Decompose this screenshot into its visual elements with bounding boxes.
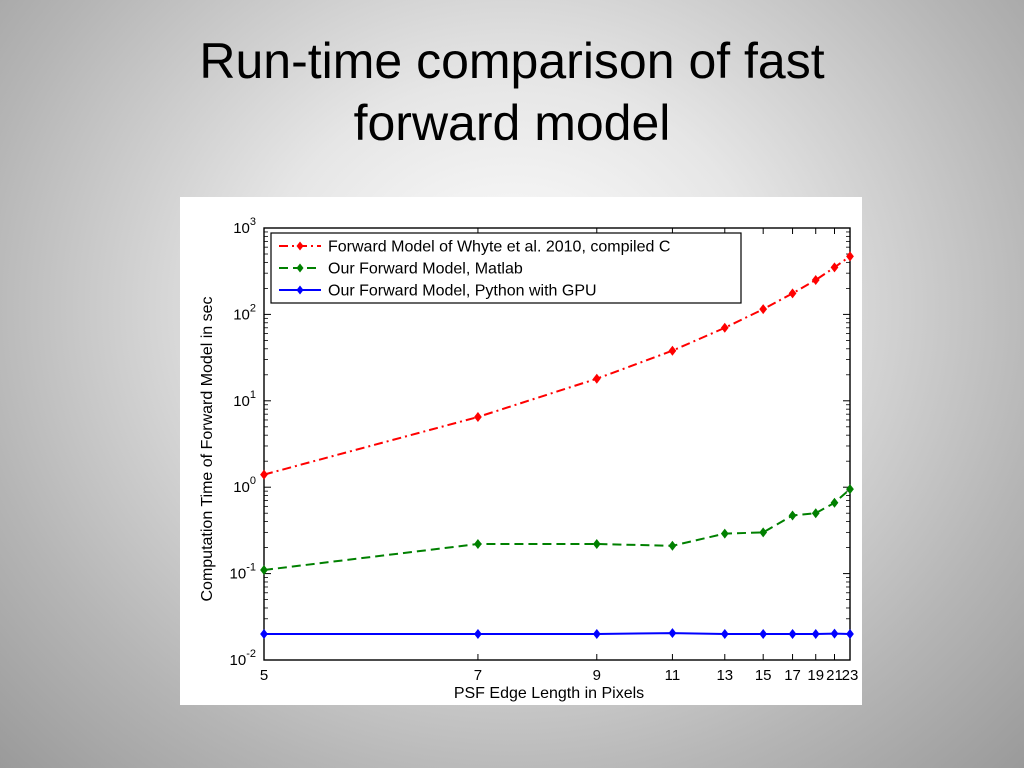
legend-label-0: Forward Model of Whyte et al. 2010, comp… [328,239,670,256]
y-tick-exponent: 3 [250,216,256,228]
x-tick-label: 5 [260,667,268,684]
data-point-series-2 [846,629,854,639]
y-tick-exponent: -1 [246,562,256,574]
legend-marker-1 [296,263,304,273]
data-point-series-0 [720,322,729,333]
x-tick-label: 13 [716,667,733,684]
data-point-series-1 [788,510,797,521]
series-line-1 [263,488,851,571]
legend-label-2: Our Forward Model, Python with GPU [328,283,597,300]
y-tick-base: 10 [230,566,247,583]
data-point-series-0 [759,304,768,315]
x-axis-label: PSF Edge Length in Pixels [454,685,644,702]
data-point-series-2 [811,629,820,639]
legend-label-1: Our Forward Model, Matlab [328,261,523,278]
data-point-series-1 [592,539,601,550]
data-point-series-0 [260,469,268,480]
y-tick-base: 10 [233,306,250,323]
y-tick-label: 100 [233,475,256,496]
slide-title-line-1: Run-time comparison of fast [199,33,825,89]
y-tick-label: 103 [233,216,256,237]
series-line-2 [264,632,851,635]
legend-box [270,232,742,304]
x-tick-label: 15 [755,667,772,684]
data-point-series-2 [592,629,601,639]
x-tick-label: 21 [826,667,843,684]
data-point-series-0 [846,251,854,262]
data-point-series-2 [830,628,839,639]
y-tick-exponent: -2 [246,648,256,660]
x-tick-label: 23 [842,667,859,684]
slide-title-line-2: forward model [353,95,671,151]
y-tick-label: 101 [233,389,256,410]
x-tick-label: 11 [665,667,681,684]
data-point-series-0 [830,262,839,273]
data-point-series-2 [474,629,482,639]
data-point-series-2 [759,629,768,639]
data-point-series-2 [788,629,797,639]
data-point-series-0 [811,275,820,286]
x-tick-label: 7 [474,667,482,684]
data-point-series-1 [811,508,820,519]
data-point-series-2 [260,629,268,639]
data-point-series-0 [474,411,482,422]
data-point-series-0 [592,373,601,384]
data-point-series-0 [668,345,677,356]
chart-panel: 5 7 9 11 13 15 17 19 21 23 10-2 10-1 100 101 102 103 Fo… [180,197,862,705]
y-tick-base: 10 [233,220,250,237]
y-tick-exponent: 0 [250,475,256,487]
y-tick-label: 10-1 [230,562,256,583]
plot-area-frame [263,227,851,661]
y-tick-exponent: 2 [250,302,256,314]
y-tick-label: 10-2 [230,648,256,669]
y-axis-label: Computation Time of Forward Model in sec [199,296,216,601]
y-tick-label: 102 [233,302,256,323]
data-point-series-1 [474,539,482,550]
x-tick-label: 17 [784,667,801,684]
legend-marker-2 [296,285,304,295]
data-point-series-1 [260,565,268,576]
y-tick-exponent: 1 [250,389,256,401]
data-point-series-1 [668,540,677,551]
data-point-series-1 [846,484,854,495]
data-point-series-1 [759,527,768,538]
y-tick-base: 10 [233,479,250,496]
data-point-series-2 [720,629,729,639]
slide-title: Run-time comparison of fast forward mode… [0,30,1024,154]
y-tick-base: 10 [230,652,247,669]
data-point-series-1 [720,528,729,539]
data-point-series-0 [788,288,797,299]
x-tick-label: 19 [807,667,824,684]
legend-marker-0 [296,241,304,251]
x-tick-label: 9 [593,667,601,684]
data-point-series-1 [830,497,839,508]
y-tick-base: 10 [233,393,250,410]
data-point-series-2 [668,628,677,639]
